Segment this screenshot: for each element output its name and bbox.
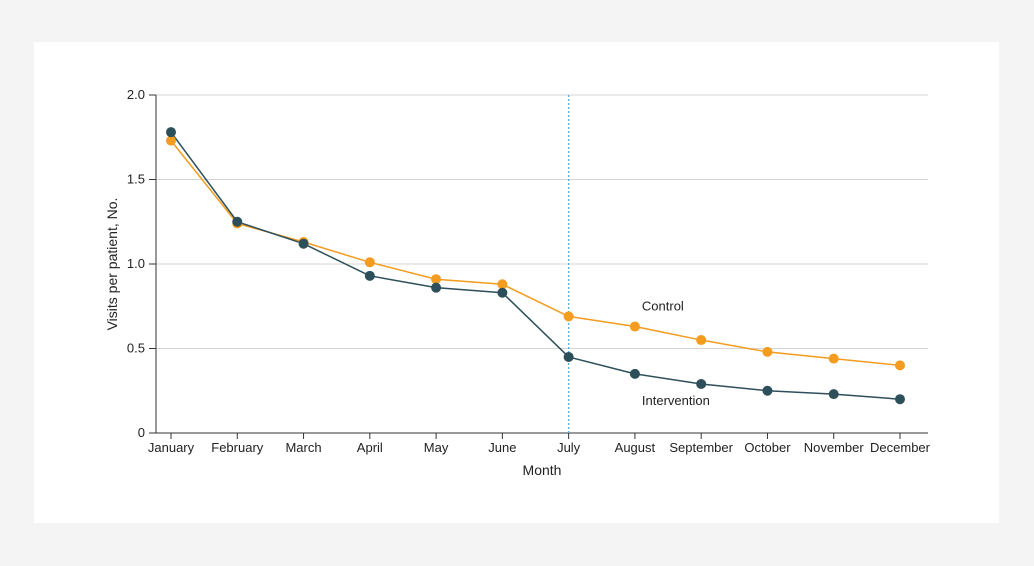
x-tick-label: November xyxy=(804,440,865,455)
point-control xyxy=(895,360,905,371)
point-intervention xyxy=(364,270,375,281)
x-tick-label: October xyxy=(744,440,791,455)
series-group xyxy=(166,127,905,405)
point-control xyxy=(431,274,442,285)
series-line-intervention xyxy=(170,131,901,400)
point-intervention xyxy=(696,378,707,389)
x-tick-label: August xyxy=(615,440,656,455)
x-tick-label: June xyxy=(488,440,516,455)
point-intervention xyxy=(563,351,574,362)
labels-group: 0 0.5 1.0 1.5 2.0 January February March April Ma… xyxy=(104,87,931,478)
y-tick-label: 1.5 xyxy=(127,172,145,187)
x-tick-label: January xyxy=(148,440,195,455)
point-control xyxy=(762,346,773,357)
y-tick-label: 0.5 xyxy=(127,341,145,356)
y-axis-title: Visits per patient, No. xyxy=(104,198,120,331)
point-intervention xyxy=(431,282,442,293)
point-control xyxy=(166,135,176,146)
y-tick-label: 0 xyxy=(138,425,145,440)
x-tick-label: February xyxy=(211,440,264,455)
point-control xyxy=(497,279,508,290)
chart-panel xyxy=(34,42,999,523)
x-tick-label: December xyxy=(870,440,931,455)
point-intervention xyxy=(828,389,839,400)
point-intervention xyxy=(762,385,773,396)
x-axis-title: Month xyxy=(523,462,562,478)
point-intervention xyxy=(895,394,905,405)
x-tick-label: July xyxy=(557,440,581,455)
series-line-control xyxy=(170,140,901,367)
point-control xyxy=(629,321,640,332)
x-tick-label: April xyxy=(357,440,383,455)
point-control xyxy=(364,257,375,268)
y-tick-label: 2.0 xyxy=(127,87,145,102)
x-tick-label: September xyxy=(669,440,733,455)
point-intervention xyxy=(298,238,309,249)
point-intervention xyxy=(166,127,176,138)
gridlines xyxy=(156,94,928,349)
x-tick-label: May xyxy=(424,440,449,455)
y-tick-label: 1.0 xyxy=(127,256,145,271)
series-label-intervention: Intervention xyxy=(642,393,710,408)
point-control xyxy=(828,353,839,364)
series-label-control: Control xyxy=(642,299,684,314)
axes xyxy=(149,94,928,439)
point-intervention xyxy=(629,368,640,379)
point-control xyxy=(563,311,574,322)
point-intervention xyxy=(497,287,508,298)
point-intervention xyxy=(232,216,243,227)
x-tick-label: March xyxy=(285,440,321,455)
point-control xyxy=(696,335,707,346)
